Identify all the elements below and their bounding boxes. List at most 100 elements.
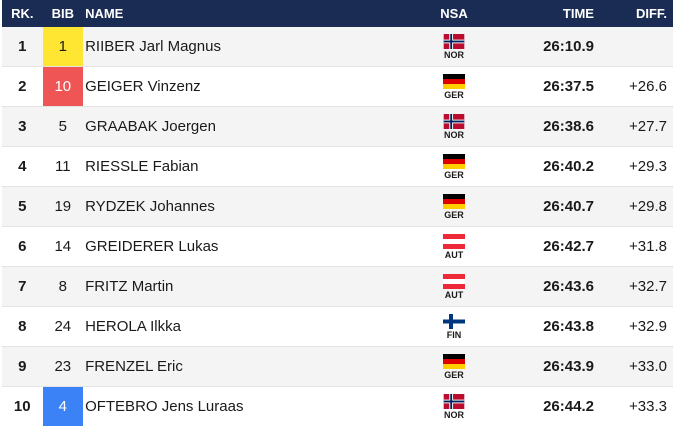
header-nsa[interactable]: NSA [419, 0, 489, 27]
time-cell: 26:38.6 [488, 106, 600, 147]
results-header: RK. BIB NAME NSA TIME DIFF. [2, 0, 673, 27]
table-row[interactable]: 10 4 OFTEBRO Jens Luraas NOR 26:44.2 +33.3 [2, 386, 673, 426]
rank-cell: 4 [2, 146, 43, 187]
nsa-cell: NOR [419, 27, 489, 67]
header-rank[interactable]: RK. [2, 0, 43, 27]
germany-flag-icon [443, 73, 466, 89]
time-cell: 26:43.6 [488, 266, 600, 307]
header-name[interactable]: NAME [83, 0, 420, 27]
header-time[interactable]: TIME [488, 0, 600, 27]
athlete-name[interactable]: HEROLA Ilkka [83, 306, 420, 347]
rank-cell: 5 [2, 186, 43, 227]
athlete-name[interactable]: RIESSLE Fabian [83, 146, 420, 187]
bib-badge: 14 [54, 238, 72, 255]
time-cell: 26:43.9 [488, 346, 600, 387]
time-cell: 26:40.7 [488, 186, 600, 227]
nsa-cell: NOR [419, 106, 489, 147]
athlete-name[interactable]: FRITZ Martin [83, 266, 420, 307]
diff-cell: +32.9 [599, 306, 673, 347]
athlete-name[interactable]: FRENZEL Eric [83, 346, 420, 387]
bib-cell: 23 [42, 346, 84, 387]
table-row[interactable]: 1 1 RIIBER Jarl Magnus NOR 26:10.9 [2, 27, 673, 67]
table-row[interactable]: 4 11 RIESSLE Fabian GER 26:40.2 +29.3 [2, 146, 673, 187]
diff-cell: +32.7 [599, 266, 673, 307]
bib-cell: 24 [42, 306, 84, 347]
results-body: 1 1 RIIBER Jarl Magnus NOR 26:10.9 2 10 GEIGER … [2, 27, 673, 426]
bib-cell: 10 [42, 66, 84, 107]
nsa-code: NOR [444, 49, 465, 60]
bib-badge: 8 [58, 278, 67, 295]
time-cell: 26:43.8 [488, 306, 600, 347]
table-row[interactable]: 2 10 GEIGER Vinzenz GER 26:37.5 +26.6 [2, 66, 673, 107]
bib-badge: 1 [42, 27, 84, 66]
table-row[interactable]: 5 19 RYDZEK Johannes GER 26:40.7 +29.8 [2, 186, 673, 227]
nsa-code: AUT [444, 249, 464, 260]
austria-flag-icon [443, 273, 466, 289]
nsa-cell: AUT [419, 226, 489, 267]
diff-cell: +33.3 [599, 386, 673, 426]
nsa-code: GER [444, 89, 464, 100]
bib-cell: 5 [42, 106, 84, 147]
time-cell: 26:37.5 [488, 66, 600, 107]
rank-cell: 6 [2, 226, 43, 267]
nsa-cell: AUT [419, 266, 489, 307]
nsa-cell: GER [419, 66, 489, 107]
athlete-name[interactable]: RYDZEK Johannes [83, 186, 420, 227]
rank-cell: 1 [2, 27, 43, 67]
nsa-code: FIN [446, 329, 462, 340]
diff-cell: +27.7 [599, 106, 673, 147]
bib-cell: 4 [42, 386, 84, 426]
nsa-code: GER [444, 209, 464, 220]
bib-cell: 8 [42, 266, 84, 307]
rank-cell: 7 [2, 266, 43, 307]
nsa-cell: FIN [419, 306, 489, 347]
bib-badge: 19 [54, 198, 72, 215]
table-row[interactable]: 9 23 FRENZEL Eric GER 26:43.9 +33.0 [2, 346, 673, 387]
table-row[interactable]: 3 5 GRAABAK Joergen NOR 26:38.6 +27.7 [2, 106, 673, 147]
diff-cell: +26.6 [599, 66, 673, 107]
rank-cell: 10 [2, 386, 43, 426]
bib-badge: 5 [58, 118, 67, 135]
rank-cell: 8 [2, 306, 43, 347]
austria-flag-icon [443, 233, 466, 249]
time-cell: 26:42.7 [488, 226, 600, 267]
bib-cell: 19 [42, 186, 84, 227]
diff-cell: +29.8 [599, 186, 673, 227]
header-diff[interactable]: DIFF. [599, 0, 673, 27]
nsa-code: AUT [444, 289, 464, 300]
athlete-name[interactable]: RIIBER Jarl Magnus [83, 27, 420, 67]
time-cell: 26:10.9 [488, 27, 600, 67]
nsa-code: NOR [444, 129, 465, 140]
nsa-code: GER [444, 169, 464, 180]
norway-flag-icon [443, 33, 465, 49]
diff-cell: +31.8 [599, 226, 673, 267]
nsa-code: GER [444, 369, 464, 380]
diff-cell: +33.0 [599, 346, 673, 387]
athlete-name[interactable]: GRAABAK Joergen [83, 106, 420, 147]
nsa-code: NOR [444, 409, 465, 420]
bib-cell: 14 [42, 226, 84, 267]
bib-cell: 1 [42, 27, 84, 67]
table-row[interactable]: 6 14 GREIDERER Lukas AUT 26:42.7 +31.8 [2, 226, 673, 267]
nsa-cell: GER [419, 146, 489, 187]
table-row[interactable]: 8 24 HEROLA Ilkka FIN 26:43.8 +32.9 [2, 306, 673, 347]
time-cell: 26:40.2 [488, 146, 600, 187]
bib-badge: 11 [55, 158, 71, 175]
athlete-name[interactable]: OFTEBRO Jens Luraas [83, 386, 420, 426]
nsa-cell: NOR [419, 386, 489, 426]
bib-badge: 4 [42, 387, 84, 426]
finland-flag-icon [443, 313, 466, 329]
germany-flag-icon [443, 353, 466, 369]
table-row[interactable]: 7 8 FRITZ Martin AUT 26:43.6 +32.7 [2, 266, 673, 307]
header-bib[interactable]: BIB [42, 0, 84, 27]
bib-badge: 24 [54, 318, 72, 335]
athlete-name[interactable]: GEIGER Vinzenz [83, 66, 420, 107]
rank-cell: 2 [2, 66, 43, 107]
rank-cell: 3 [2, 106, 43, 147]
athlete-name[interactable]: GREIDERER Lukas [83, 226, 420, 267]
bib-cell: 11 [42, 146, 84, 187]
norway-flag-icon [443, 393, 465, 409]
header-row: RK. BIB NAME NSA TIME DIFF. [2, 0, 673, 27]
germany-flag-icon [443, 193, 466, 209]
